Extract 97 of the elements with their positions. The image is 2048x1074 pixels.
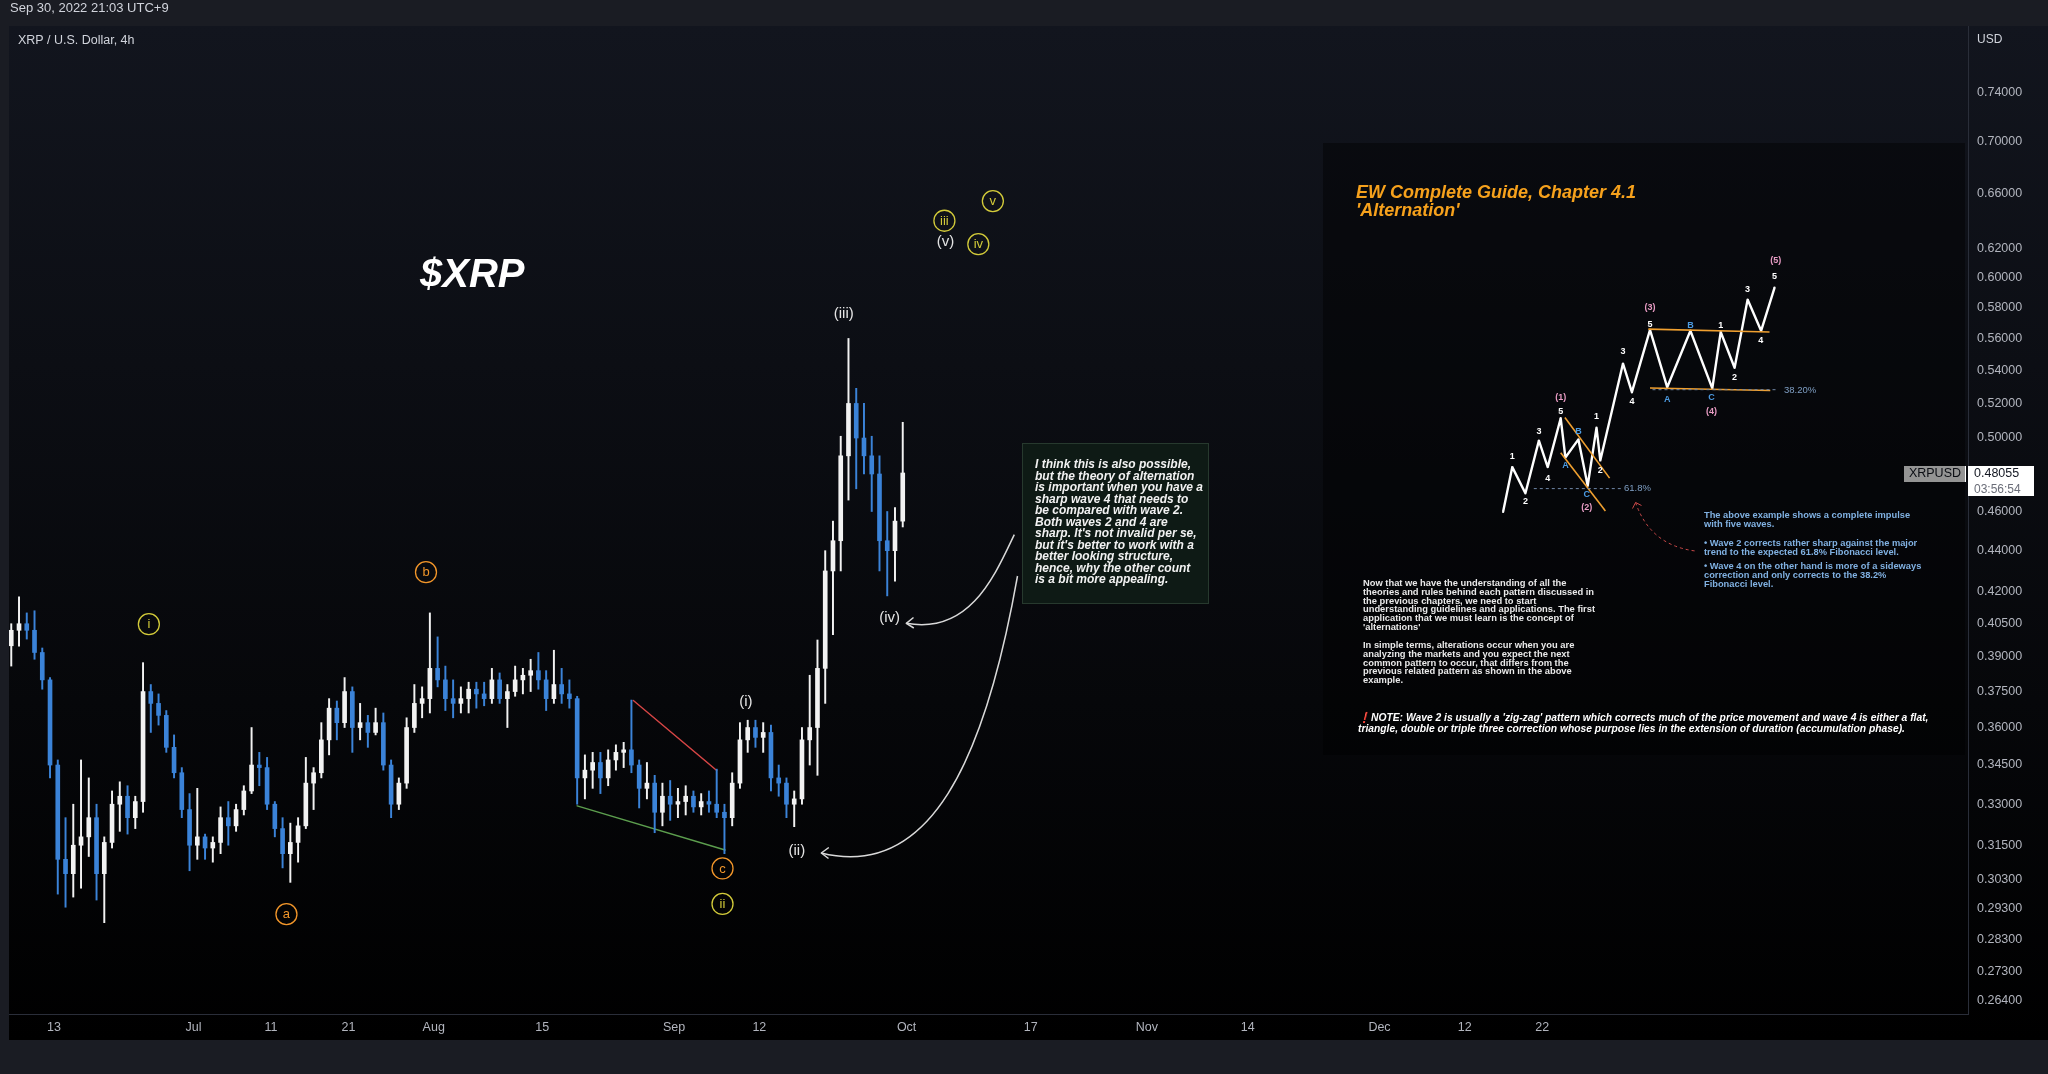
annotation: 5 [1557, 406, 1565, 418]
x-tick-label: Dec [1368, 1019, 1391, 1034]
annotation: (2) [1580, 501, 1594, 514]
x-tick-label: 14 [1240, 1019, 1255, 1034]
y-tick-label: 0.70000 [1977, 133, 2023, 148]
y-tick-label: 0.30300 [1977, 871, 2023, 886]
y-tick-label: 0.50000 [1977, 430, 2023, 445]
annotation: v [989, 193, 997, 209]
annotation: (v) [936, 232, 955, 249]
annotation: A [1662, 394, 1672, 407]
annotation: 4 [1544, 473, 1552, 486]
annotation: 3 [1744, 284, 1752, 296]
annotation: C [1707, 391, 1716, 404]
y-tick-label: 0.34500 [1977, 757, 2023, 772]
annotation: 4 [1757, 334, 1765, 347]
text: I think this is also possible, but the theory of alternation is important when you have a sharp wave 4 that needs to be compared with wave 2. Both waves 2 and 4 are sharp. It's not invalid per se, but it's better to work with a better looking structure, hence, why the other count is a bit more appealing. [1035, 457, 1204, 586]
annotation: 3 [1535, 425, 1543, 438]
annotation: iii [940, 212, 949, 228]
y-axis-title: USD [1977, 32, 2003, 46]
annotation: (1) [1554, 391, 1568, 404]
x-tick-label: 12 [1457, 1019, 1472, 1034]
annotation: $XRP [420, 251, 525, 296]
annotation: 2 [1731, 371, 1739, 384]
y-tick-label: 0.31500 [1977, 837, 2023, 852]
annotation: 5 [1646, 318, 1654, 331]
annotation: • Wave 4 on the other hand is more of a sideways correction and only corrects to the 38.2% Fibonacci level. [1704, 561, 1923, 589]
annotation: 1 [1508, 451, 1516, 463]
x-tick-label: 21 [341, 1019, 356, 1034]
y-tick-label: 0.62000 [1977, 240, 2023, 255]
annotation: 5 [1771, 271, 1778, 284]
annotation: 38.20% [1784, 384, 1817, 396]
x-tick-label: 15 [535, 1019, 550, 1034]
annotation: 1 [1717, 319, 1725, 332]
y-tick-label: 0.66000 [1977, 185, 2023, 200]
annotation: i [147, 616, 151, 632]
x-tick-label: 13 [46, 1019, 61, 1034]
y-tick-label: 0.60000 [1977, 269, 2023, 284]
y-tick-label: 0.29300 [1977, 901, 2023, 916]
annotation: • Wave 2 corrects rather sharp against the major trend to the expected 61.8% Fibonacci level. [1704, 538, 1919, 557]
y-tick-label: 0.46000 [1977, 503, 2023, 518]
y-tick-label: 0.39000 [1977, 649, 2023, 664]
annotation: 1 [1593, 411, 1600, 423]
y-tick-label: 0.40500 [1977, 616, 2023, 631]
x-tick-label: Aug [422, 1019, 445, 1034]
y-tick-label: 0.44000 [1977, 543, 2023, 558]
annotation: c [719, 860, 727, 876]
x-tick-label: 11 [264, 1019, 278, 1034]
x-tick-label: 12 [752, 1019, 767, 1034]
text: 'Alternation' [1356, 200, 1460, 220]
annotation: 2 [1521, 495, 1529, 508]
y-tick-label: 0.33000 [1977, 796, 2023, 811]
annotation: (4) [1704, 405, 1718, 418]
annotation: A [1561, 459, 1570, 472]
x-tick-label: Sep [662, 1019, 686, 1034]
y-tick-label: 0.37500 [1977, 684, 2023, 699]
annotation: 4 [1628, 395, 1636, 408]
annotation: a [282, 906, 291, 922]
y-tick-label: 0.27300 [1977, 963, 2023, 978]
annotation: iv [973, 236, 984, 252]
annotation: 61.8% [1624, 482, 1651, 494]
annotation: (i) [739, 691, 753, 709]
y-tick-label: 0.54000 [1977, 362, 2023, 377]
text: 0.48055 [1968, 466, 2034, 482]
y-tick-label: 0.26400 [1977, 993, 2023, 1008]
text: XRP / U.S. Dollar, 4h [18, 33, 135, 47]
annotation: (3) [1643, 301, 1657, 314]
x-tick-label: 17 [1023, 1019, 1038, 1034]
y-tick-label: 0.28300 [1977, 932, 2023, 947]
y-tick-label: 0.74000 [1977, 84, 2023, 99]
annotation: B [1574, 425, 1583, 438]
annotation: ❗NOTE: Wave 2 is usually a 'zig-zag' pattern which corrects much of the price movement and wave 4 is either a flat, triangle, double or triple three correction whose purpose lies in the extension of duration (accumulation phase). [1358, 712, 1930, 735]
annotation: 3 [1619, 346, 1627, 359]
annotation: 2 [1596, 464, 1604, 477]
annotation: b [422, 564, 430, 580]
y-tick-label: 0.42000 [1977, 584, 2023, 599]
annotation: C [1582, 488, 1592, 501]
annotation: The above example shows a complete impulse with five waves. [1704, 510, 1912, 529]
text: 03:56:54 [1968, 482, 2034, 496]
text: EW Complete Guide, Chapter 4.1 [1356, 182, 1637, 202]
annotation: (iv) [879, 608, 901, 626]
x-tick-label: Jul [185, 1019, 202, 1034]
x-tick-label: 22 [1535, 1019, 1550, 1034]
y-tick-label: 0.56000 [1977, 330, 2023, 345]
y-tick-label: 0.58000 [1977, 299, 2023, 314]
annotation: ii [719, 896, 726, 912]
annotation: XRPUSD [1903, 466, 1966, 482]
text: Sep 30, 2022 21:03 UTC+9 [10, 0, 169, 17]
x-tick-label: Nov [1135, 1019, 1159, 1034]
annotation: In simple terms, alterations occur when you are analyzing the markets and you expect the next common pattern to occur, that differs from the previous related pattern as shown in the above example. [1363, 640, 1576, 686]
annotation: B [1686, 319, 1695, 332]
x-tick-label: Oct [896, 1019, 917, 1034]
y-tick-label: 0.52000 [1977, 395, 2023, 410]
annotation: (iii) [833, 304, 854, 322]
annotation: (ii) [788, 840, 806, 858]
annotation: Now that we have the understanding of all the theories and rules behind each pattern discussed in the previous chapters, we need to start understanding guidelines and applications. The first application that we must learn is the concept of 'alternations' [1363, 578, 1597, 632]
annotation: (5) [1769, 254, 1783, 267]
y-tick-label: 0.36000 [1977, 719, 2023, 734]
